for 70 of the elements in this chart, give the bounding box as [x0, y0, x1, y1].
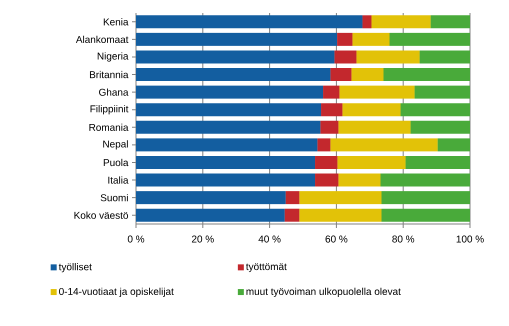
bar: [356, 50, 420, 64]
bar: [317, 138, 330, 152]
bar: [323, 86, 340, 99]
bar: [136, 103, 322, 116]
x-tick-label: 40 %: [258, 236, 281, 243]
bar: [420, 50, 470, 64]
x-tick-label: 60 %: [326, 236, 348, 243]
bar: [286, 191, 300, 204]
bar: [136, 174, 316, 187]
bar: [410, 120, 470, 134]
y-tick-label: Koko väestö: [74, 212, 128, 219]
bar: [136, 15, 362, 28]
bar: [136, 50, 334, 64]
legend-label: työttömät: [246, 263, 287, 272]
bar: [320, 120, 338, 134]
bar: [337, 156, 406, 169]
bar: [406, 156, 470, 169]
x-tick-label: 0 %: [128, 236, 144, 243]
bar: [136, 191, 286, 204]
y-tick-label: Kenia: [104, 18, 128, 26]
y-tick-label: Filippiinit: [90, 105, 128, 114]
bar: [414, 86, 470, 99]
y-tick-label: Nigeria: [98, 52, 128, 62]
bar: [136, 120, 320, 134]
bar: [299, 191, 382, 204]
bar: [136, 86, 324, 99]
bar: [338, 174, 380, 187]
bar: [136, 32, 338, 46]
x-tick-label: 80 %: [392, 236, 414, 243]
bar: [342, 103, 401, 116]
bar: [136, 156, 316, 169]
bar: [315, 174, 338, 187]
bar: [381, 191, 470, 204]
legend-label: muut työvoiman ulkopuolella olevat: [246, 288, 401, 297]
y-tick-label: Puola: [104, 158, 128, 166]
bar: [338, 120, 411, 134]
y-tick-label: Alankomaat: [76, 36, 128, 44]
bar: [438, 138, 470, 152]
bar: [330, 138, 438, 152]
legend-label: 0-14-vuotiaat ja opiskelijat: [59, 288, 174, 297]
bar: [390, 32, 470, 46]
bar: [136, 208, 285, 222]
bar: [337, 32, 352, 46]
bar: [339, 86, 415, 99]
bar: [400, 103, 470, 116]
bar: [384, 68, 470, 82]
bar: [315, 156, 338, 169]
legend-label: työlliset: [58, 263, 92, 272]
bar: [352, 32, 390, 46]
y-tick-label: Romania: [89, 124, 128, 131]
bar: [321, 103, 342, 116]
bar: [334, 50, 356, 64]
y-tick-label: Ghana: [99, 88, 128, 96]
x-tick-label: 100 %: [456, 236, 484, 243]
bar: [299, 208, 382, 222]
y-tick-label: Nepal: [103, 140, 128, 150]
bar: [136, 68, 330, 82]
bar: [371, 15, 431, 28]
bar: [330, 68, 352, 82]
bar: [351, 68, 384, 82]
y-tick-label: Italia: [108, 176, 128, 184]
bar: [362, 15, 372, 28]
x-tick-label: 20 %: [192, 236, 214, 243]
bar: [430, 15, 470, 28]
bar: [380, 174, 470, 187]
y-tick-label: Suomi: [100, 194, 128, 202]
bar: [284, 208, 300, 222]
bar: [136, 138, 318, 152]
bar: [381, 208, 470, 222]
y-tick-label: Britannia: [90, 70, 128, 78]
